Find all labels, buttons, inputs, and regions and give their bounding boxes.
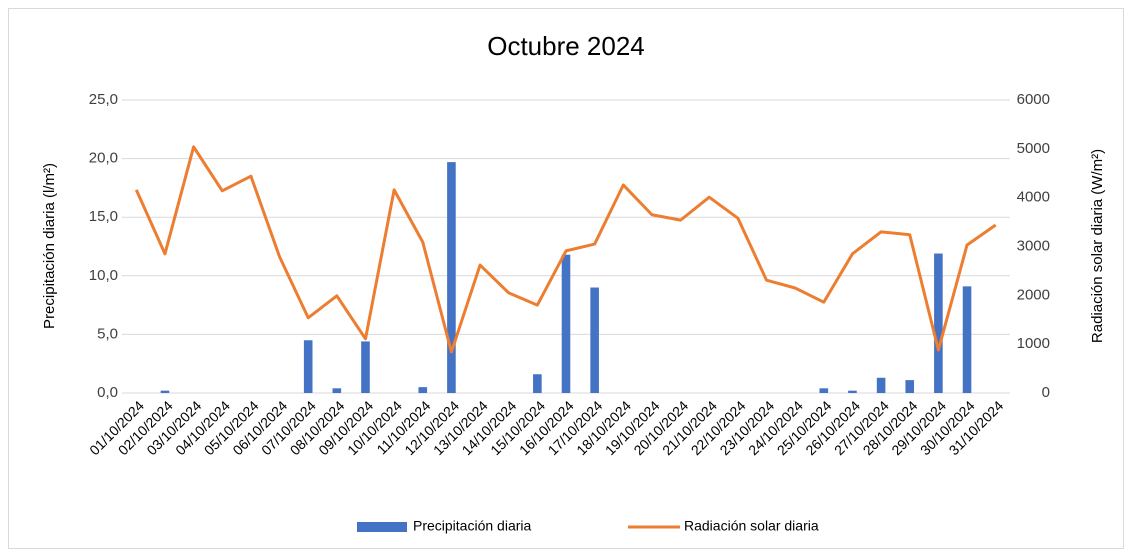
y-axis-label: Precipitación diaria (l/m²) (41, 163, 58, 329)
bar (590, 287, 599, 393)
bar (533, 374, 542, 393)
bar (418, 387, 428, 393)
y-tick-label: 20,0 (89, 150, 118, 167)
bar (160, 390, 170, 393)
bar (848, 390, 857, 393)
bar (447, 162, 456, 393)
legend-swatch (357, 522, 407, 532)
y2-tick-label: 5000 (1017, 140, 1050, 157)
chart-title: Octubre 2024 (487, 31, 645, 61)
bar (962, 286, 972, 393)
bar (303, 340, 313, 393)
y-tick-label: 0,0 (97, 384, 118, 401)
y-tick-label: 15,0 (89, 208, 118, 225)
bar (819, 388, 829, 393)
legend-label: Precipitación diaria (413, 518, 531, 534)
bar (876, 377, 886, 393)
line (134, 145, 997, 354)
y2-axis-label: Radiación solar diaria (W/m²) (1089, 149, 1106, 343)
y2-tick-label: 3000 (1017, 237, 1050, 254)
y-tick-label: 10,0 (89, 267, 118, 284)
bar (332, 388, 342, 393)
y2-tick-label: 1000 (1017, 335, 1050, 352)
bar (361, 341, 370, 393)
bar (905, 380, 915, 393)
legend-label: Radiación solar diaria (684, 518, 819, 534)
bar (561, 254, 571, 393)
y2-tick-label: 2000 (1017, 286, 1050, 303)
y2-tick-label: 4000 (1017, 189, 1050, 206)
bar (934, 253, 943, 393)
y2-tick-label: 6000 (1017, 91, 1050, 108)
y-tick-label: 25,0 (89, 91, 118, 108)
y-tick-label: 5,0 (97, 325, 118, 342)
y2-tick-label: 0 (1042, 384, 1050, 401)
